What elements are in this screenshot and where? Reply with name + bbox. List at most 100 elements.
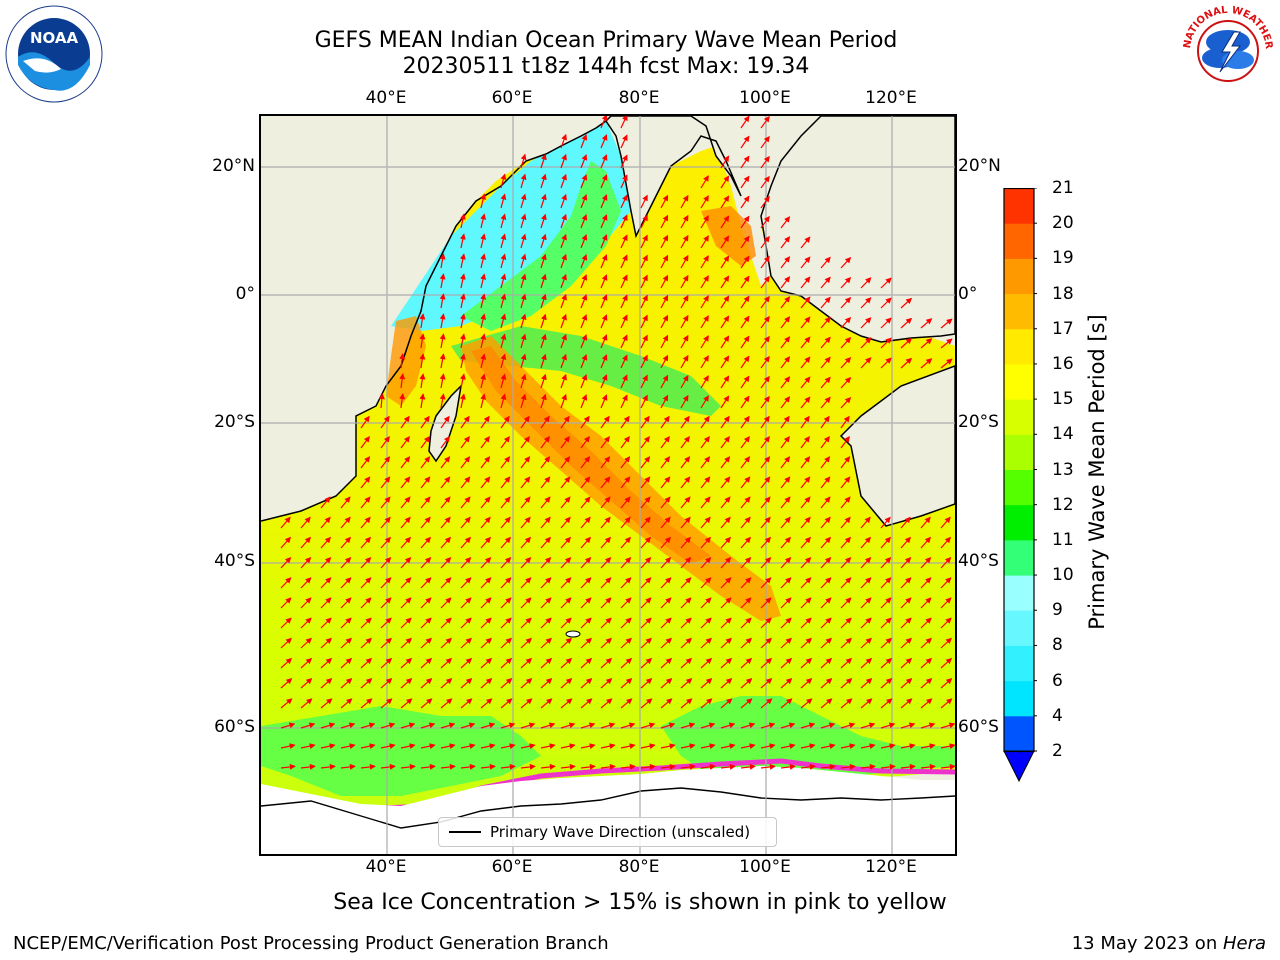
- wave-arrow: [800, 698, 813, 709]
- wave-arrow: [660, 476, 671, 489]
- wave-arrow: [540, 722, 556, 729]
- colorbar-segment: [1004, 399, 1034, 435]
- wave-arrow: [560, 133, 567, 149]
- wave-arrow: [580, 556, 592, 569]
- wave-arrow: [620, 254, 628, 269]
- wave-arrow: [780, 415, 790, 429]
- colorbar-tick-label: 12: [1052, 494, 1074, 515]
- wave-arrow: [940, 536, 951, 549]
- wave-arrow: [900, 297, 913, 309]
- wave-arrow: [720, 315, 730, 329]
- wave-arrow: [380, 678, 393, 689]
- kerguelen-island: [565, 630, 581, 638]
- wave-arrow: [460, 456, 471, 469]
- wave-arrow: [500, 516, 511, 529]
- wave-arrow: [860, 763, 876, 770]
- wave-arrow: [760, 743, 776, 750]
- wave-arrow: [280, 577, 292, 589]
- wave-arrow: [580, 657, 593, 669]
- wave-arrow: [700, 637, 712, 649]
- wave-arrow: [440, 678, 453, 689]
- wave-arrow: [740, 175, 750, 189]
- wave-arrow: [820, 743, 836, 750]
- wave-arrow: [420, 556, 432, 569]
- wave-arrow: [620, 678, 633, 689]
- wave-arrow: [300, 556, 312, 569]
- wave-arrow: [520, 415, 530, 429]
- wave-arrow: [620, 456, 631, 469]
- wave-arrow: [840, 476, 851, 489]
- wave-arrow: [480, 556, 492, 569]
- wave-arrow: [420, 496, 431, 509]
- wave-arrow: [540, 657, 553, 669]
- wave-arrow: [740, 315, 750, 329]
- wave-arrow: [660, 214, 669, 229]
- colorbar-tick-label: 8: [1052, 635, 1063, 656]
- wave-arrow: [920, 536, 931, 549]
- wave-arrow: [620, 334, 628, 349]
- wave-arrow: [600, 476, 611, 489]
- wave-arrow: [600, 496, 611, 509]
- wave-arrow: [300, 678, 313, 689]
- wave-arrow: [540, 253, 547, 269]
- wave-arrow: [560, 516, 571, 529]
- wave-arrow: [840, 356, 852, 369]
- colorbar-segment: [1004, 258, 1034, 295]
- wave-arrow: [660, 743, 676, 750]
- wave-arrow: [380, 657, 393, 669]
- wave-arrow: [820, 456, 831, 469]
- wave-arrow: [520, 722, 536, 729]
- wave-arrow: [840, 577, 852, 589]
- wave-arrow: [540, 373, 547, 389]
- wave-arrow: [900, 617, 912, 629]
- wave-arrow: [540, 476, 551, 489]
- wave-arrow: [680, 556, 692, 569]
- wave-arrow: [760, 556, 772, 569]
- wave-arrow: [680, 657, 693, 669]
- wave-arrow: [580, 394, 588, 409]
- wave-arrow: [520, 293, 527, 309]
- wave-arrow: [640, 394, 648, 409]
- wave-arrow: [520, 496, 531, 509]
- wave-arrow: [680, 698, 693, 709]
- wave-arrow: [480, 657, 493, 669]
- wave-arrow: [320, 678, 333, 689]
- wave-arrow: [820, 536, 831, 549]
- wave-arrow: [820, 577, 832, 589]
- wave-arrow: [920, 358, 933, 369]
- wave-arrow: [360, 698, 373, 709]
- wave-arrow: [380, 597, 392, 609]
- wave-arrow: [780, 556, 792, 569]
- wave-arrow: [480, 722, 496, 729]
- wave-arrow: [500, 637, 512, 649]
- wave-arrow: [439, 253, 446, 269]
- wave-arrow: [520, 743, 536, 750]
- wave-arrow: [640, 496, 651, 509]
- wave-arrow: [480, 456, 491, 469]
- wave-arrow: [680, 476, 691, 489]
- wave-arrow: [420, 516, 431, 529]
- wave-arrow: [800, 336, 811, 349]
- wave-arrow: [560, 353, 567, 369]
- wave-arrow: [680, 435, 690, 449]
- wave-arrow: [440, 476, 451, 489]
- wave-arrow: [560, 743, 576, 750]
- wave-arrow: [640, 657, 653, 669]
- wave-arrow: [580, 194, 588, 209]
- wave-arrow: [540, 597, 552, 609]
- wave-arrow: [800, 556, 812, 569]
- wave-arrow: [640, 274, 648, 289]
- wave-arrow: [700, 355, 709, 369]
- wave-arrow: [560, 456, 571, 469]
- wave-arrow: [680, 415, 690, 429]
- wave-arrow: [840, 336, 852, 349]
- wave-arrow: [660, 234, 669, 249]
- wave-arrow: [800, 435, 810, 449]
- wave-arrow: [760, 678, 773, 689]
- wave-arrow: [940, 358, 953, 369]
- wave-arrow: [640, 678, 653, 689]
- wave-arrow: [340, 637, 352, 649]
- wave-arrow: [760, 275, 770, 289]
- wave-arrow: [500, 313, 507, 329]
- wave-arrow: [580, 597, 592, 609]
